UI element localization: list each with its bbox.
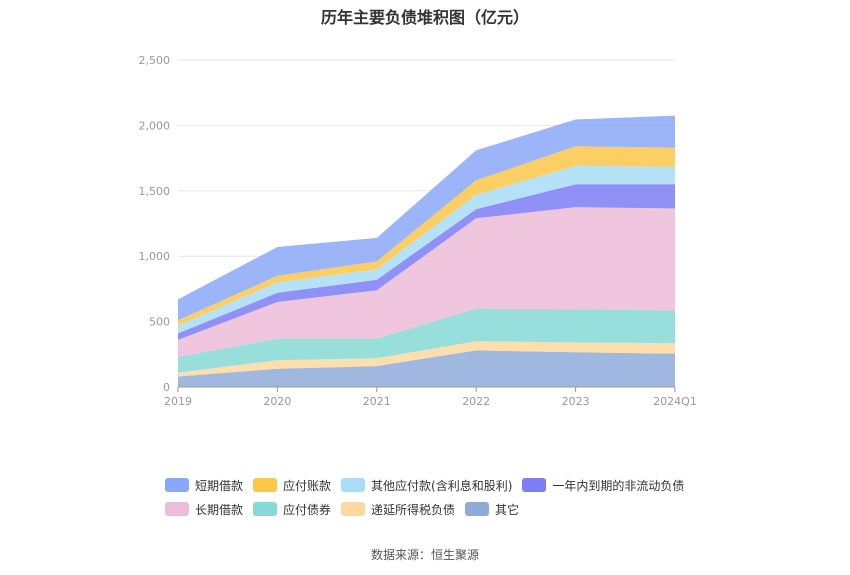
legend-item[interactable]: 短期借款 [165, 477, 243, 494]
legend-item[interactable]: 其它 [465, 501, 519, 518]
area-series-短期借款 [178, 115, 675, 321]
legend-label: 长期借款 [195, 502, 244, 517]
legend-swatch [341, 502, 366, 516]
area-series-一年内到期的非流动负债 [178, 184, 675, 340]
x-tick-label: 2021 [363, 395, 391, 408]
legend-label: 短期借款 [195, 478, 244, 493]
area-series-其它 [178, 350, 675, 387]
x-tick-label: 2019 [164, 395, 192, 408]
area-series-递延所得税负债 [178, 341, 675, 377]
x-tick-label: 2022 [462, 395, 490, 408]
legend-item[interactable]: 应付账款 [253, 477, 331, 494]
legend-label: 应付账款 [283, 478, 332, 493]
area-series-应付债券 [178, 308, 675, 373]
x-tick-label: 2023 [562, 395, 590, 408]
area-series-长期借款 [178, 207, 675, 357]
area-series-其他应付款(含利息和股利) [178, 165, 675, 334]
legend-item[interactable]: 其他应付款(含利息和股利) [341, 477, 512, 494]
legend-swatch [465, 502, 490, 516]
area-series-应付账款 [178, 146, 675, 326]
y-tick-label: 500 [149, 316, 170, 329]
legend-item[interactable]: 一年内到期的非流动负债 [522, 477, 684, 494]
x-tick-label: 2020 [263, 395, 291, 408]
x-tick-label: 2024Q1 [653, 395, 697, 408]
area-chart: 0 500 1,000 1,500 2,000 2,500 2019 2020 2021 202… [139, 54, 697, 408]
y-tick-label: 1,500 [139, 185, 171, 198]
legend-swatch [253, 502, 278, 516]
legend-item[interactable]: 长期借款 [165, 501, 243, 518]
y-tick-label: 1,000 [139, 250, 171, 263]
legend-label: 其他应付款(含利息和股利) [371, 478, 513, 493]
legend: 短期借款 应付账款 其他应付款(含利息和股利) 一年内到期的非流动负债 长期借款 应付债… [165, 473, 765, 521]
legend-swatch [341, 478, 366, 492]
x-axis: 2019 2020 2021 2022 2023 2024Q1 [164, 386, 697, 408]
legend-row-2: 长期借款 应付债券 递延所得税负债 其它 [165, 497, 765, 521]
legend-item[interactable]: 应付债券 [253, 501, 331, 518]
y-tick-label: 2,500 [139, 54, 171, 67]
legend-swatch [253, 478, 278, 492]
y-axis: 0 500 1,000 1,500 2,000 2,500 [139, 54, 171, 394]
legend-label: 应付债券 [283, 502, 332, 517]
y-tick-label: 0 [163, 381, 170, 394]
legend-swatch [165, 478, 189, 492]
area-series [178, 115, 675, 387]
legend-label: 其它 [495, 502, 520, 517]
legend-swatch [165, 502, 189, 516]
y-tick-label: 2,000 [139, 119, 171, 132]
data-source: 数据来源：恒生聚源 [370, 548, 479, 562]
chart-title: 历年主要负债堆积图（亿元） [320, 8, 529, 27]
legend-row-1: 短期借款 应付账款 其他应付款(含利息和股利) 一年内到期的非流动负债 [165, 473, 765, 497]
legend-swatch [522, 478, 547, 492]
legend-label: 一年内到期的非流动负债 [552, 478, 685, 493]
legend-item[interactable]: 递延所得税负债 [341, 501, 455, 518]
legend-label: 递延所得税负债 [371, 502, 456, 517]
